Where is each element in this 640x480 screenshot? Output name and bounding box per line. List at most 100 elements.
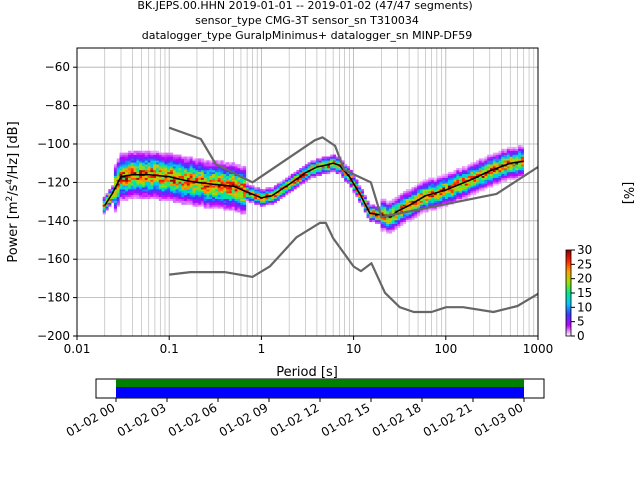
heat-cell [341,175,345,178]
heat-cell [220,179,224,182]
heat-cell [380,204,384,207]
heat-cell [125,158,129,161]
heat-cell [186,181,191,184]
heat-cell [127,152,132,155]
heat-cell [214,173,219,176]
heat-cell [419,191,423,194]
heat-cell [467,191,471,194]
heat-cell [391,200,395,203]
heat-cell [206,192,210,196]
heat-cell [175,168,179,171]
heat-cell [380,212,384,215]
heat-cell [461,171,466,175]
heat-cell [181,175,185,178]
heat-cell [229,196,233,200]
heat-cell [481,164,485,167]
heat-cell [200,194,205,198]
heat-cell [181,196,185,200]
heat-cell [467,192,471,196]
heat-cell [116,166,120,169]
heat-cell [127,175,132,178]
heat-cell [411,191,415,194]
heat-cell [520,166,525,169]
heat-cell [147,196,151,200]
heat-cell [136,166,140,169]
heat-cell [324,156,328,159]
heat-cell [445,187,449,190]
heat-cell [214,191,219,194]
heat-cell [419,185,423,188]
heat-cell [431,191,435,194]
heat-cell [192,189,196,192]
heat-cell [470,166,474,169]
heat-cell [122,183,126,186]
heat-cell [178,181,182,184]
heat-cell [158,179,162,182]
heat-cell [245,194,249,198]
heat-cell [209,194,213,198]
heat-cell [141,160,146,163]
heat-cell [156,177,160,180]
heat-cell [504,179,508,182]
heat-cell [203,194,207,198]
heat-cell [259,202,263,205]
heat-cell [408,196,412,200]
y-tick-label: −140 [37,214,70,228]
heat-cell [313,169,317,173]
y-tick-label: −200 [37,329,70,343]
heat-cell [234,169,238,173]
heat-cell [287,175,292,178]
heat-cell [459,179,463,182]
heat-cell [518,144,522,148]
heat-cell [144,181,148,184]
heat-cell [240,183,244,186]
heat-cell [217,187,221,190]
heat-cell [125,191,129,194]
heat-cell [293,181,297,184]
heat-cell [383,229,387,232]
heat-cell [372,210,376,213]
heat-cell [363,200,367,203]
heat-cell [240,171,244,175]
heat-cell [141,192,146,196]
heat-cell [153,152,157,155]
heat-cell [282,183,286,186]
heat-cell [229,206,233,209]
heat-cell [450,191,454,194]
heat-cell [136,158,140,161]
heat-cell [122,196,126,200]
heat-cell [414,198,418,201]
heat-cell [257,198,261,201]
heat-cell [133,156,137,159]
heat-cell [212,179,216,182]
heat-cell [512,160,516,163]
heat-cell [214,185,219,188]
heat-cell [405,216,409,219]
heat-cell [156,185,160,188]
heat-cell [405,196,409,200]
heat-cell [515,171,519,175]
heat-cell [217,175,221,178]
heat-cell [436,177,440,180]
heat-cell [127,168,132,171]
heat-cell [310,166,314,169]
heat-cell [178,200,182,203]
heat-cell [417,192,421,196]
heat-cell [518,169,522,173]
heat-cell [167,183,171,186]
heat-cell [223,164,227,167]
heat-cell [425,210,429,213]
heat-cell [206,185,210,188]
heat-cell [391,212,395,215]
heat-cell [296,179,300,182]
heat-cell [254,191,258,194]
heat-cell [203,166,207,169]
heat-cell [363,206,367,209]
heat-cell [243,181,247,184]
heat-cell [217,160,221,163]
heat-cell [198,187,202,190]
heat-cell [130,152,134,155]
heat-cell [377,221,381,224]
heat-cell [461,196,466,200]
